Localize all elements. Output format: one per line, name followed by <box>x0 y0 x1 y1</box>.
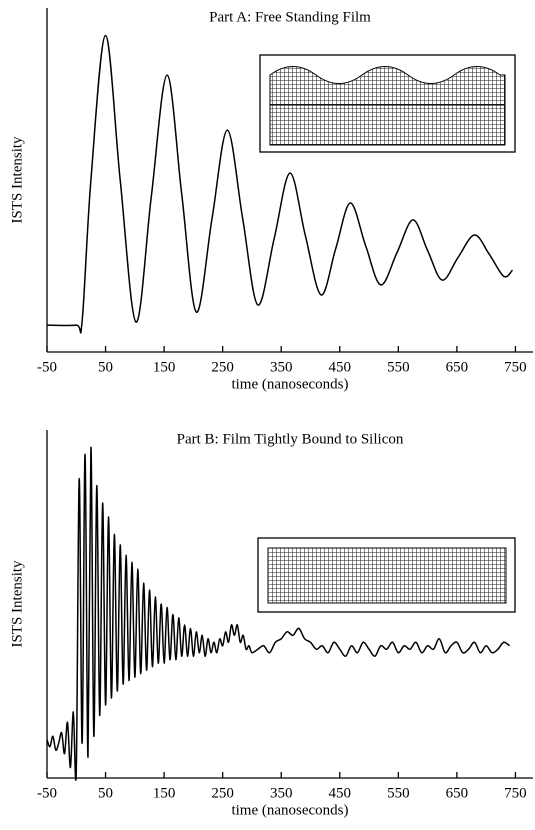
data-line <box>46 34 514 334</box>
x-axis-label: time (nanoseconds) <box>231 802 348 818</box>
x-tick-label: 450 <box>329 785 352 801</box>
x-tick-label: 650 <box>446 359 469 375</box>
x-tick-label: 250 <box>211 785 234 801</box>
chart-title: Part B: Film Tightly Bound to Silicon <box>177 431 404 447</box>
y-axis-label: ISTS Intensity <box>9 560 25 648</box>
y-axis-label: ISTS Intensity <box>9 136 25 224</box>
x-tick-label: 150 <box>153 785 176 801</box>
x-tick-label: 250 <box>211 359 234 375</box>
x-tick-label: 350 <box>270 785 293 801</box>
x-tick-label: 50 <box>98 359 113 375</box>
x-tick-label: -50 <box>37 785 57 801</box>
x-axis-label: time (nanoseconds) <box>231 376 348 392</box>
inset-a <box>259 54 516 153</box>
x-tick-label: 650 <box>446 785 469 801</box>
x-tick-label: 150 <box>153 359 176 375</box>
x-tick-label: 750 <box>504 785 527 801</box>
inset-b <box>257 537 516 613</box>
x-tick-label: 50 <box>98 785 113 801</box>
x-tick-label: 550 <box>387 785 410 801</box>
data-line <box>46 446 511 781</box>
x-tick-label: 350 <box>270 359 293 375</box>
x-tick-label: 550 <box>387 359 410 375</box>
x-tick-label: 750 <box>504 359 527 375</box>
x-tick-label: 450 <box>329 359 352 375</box>
chart-title: Part A: Free Standing Film <box>209 9 371 25</box>
x-tick-label: -50 <box>37 359 57 375</box>
